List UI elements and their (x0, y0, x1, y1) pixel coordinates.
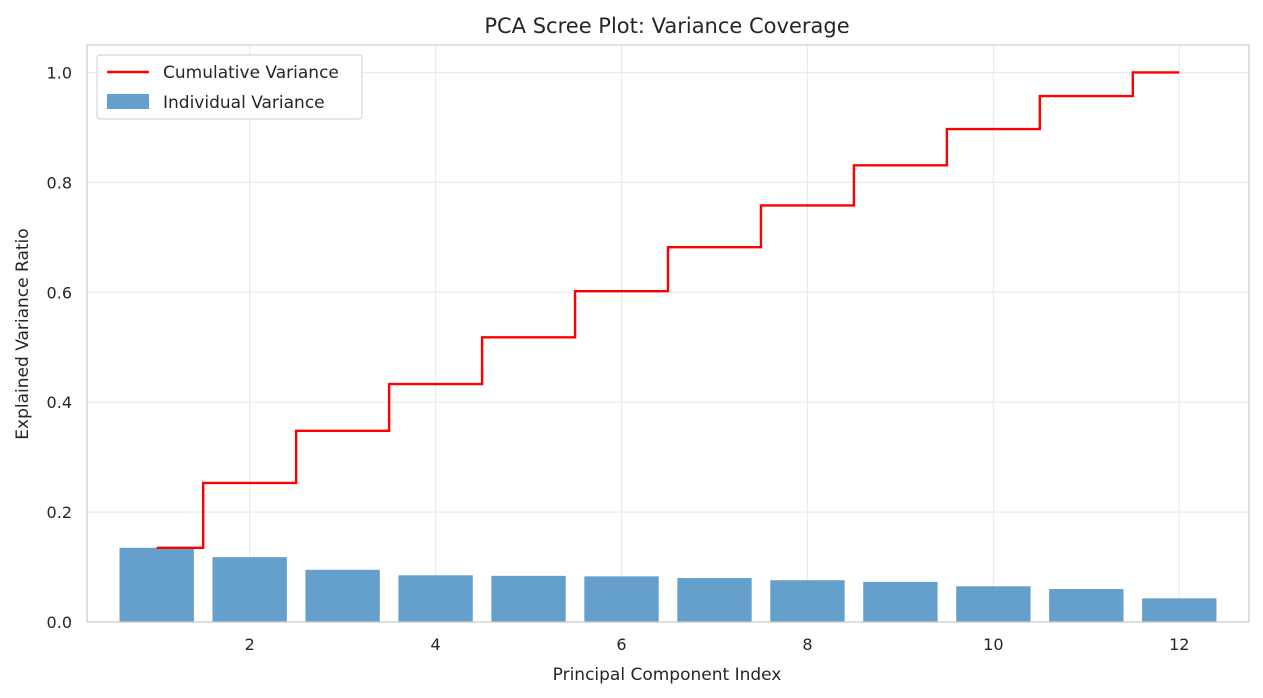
cumulative-variance-line (156, 71, 1180, 550)
individual-variance-bar (770, 580, 845, 622)
y-tick-label: 0.8 (47, 173, 72, 192)
individual-variance-bar (584, 576, 659, 622)
x-tick-label: 2 (245, 635, 255, 654)
y-tick-label: 0.4 (47, 393, 72, 412)
legend-label-cumulative: Cumulative Variance (163, 63, 339, 83)
grid-layer (87, 45, 1249, 623)
line-layer (156, 71, 1180, 550)
individual-variance-bar (1049, 589, 1124, 622)
individual-variance-bar (956, 586, 1031, 622)
individual-variance-bar (305, 569, 380, 622)
y-tick-label: 0.2 (47, 503, 72, 522)
x-tick-label: 6 (616, 635, 626, 654)
individual-variance-bar (212, 557, 287, 622)
individual-variance-bar (119, 547, 194, 622)
individual-variance-bar (863, 581, 938, 622)
y-tick-label: 0.6 (47, 283, 72, 302)
x-tick-label: 4 (431, 635, 441, 654)
legend-label-individual: Individual Variance (163, 93, 325, 113)
y-tick-label: 1.0 (47, 63, 72, 82)
plot-frame (86, 44, 1250, 623)
legend-box (96, 54, 363, 120)
x-tick-label: 10 (983, 635, 1003, 654)
y-tick-label: 0.0 (47, 613, 72, 632)
bar-layer (119, 547, 1217, 622)
individual-variance-bar (1142, 598, 1217, 622)
individual-variance-bar (677, 578, 752, 622)
tick-layer: 2 4 6 8 10 12 0.0 0.2 0.4 0.6 0.8 1.0 (47, 63, 1190, 654)
chart-title: PCA Scree Plot: Variance Coverage (484, 14, 849, 38)
individual-variance-bar (491, 575, 566, 622)
x-axis-label: Principal Component Index (553, 665, 782, 685)
x-tick-label: 8 (802, 635, 812, 654)
individual-variance-bar (398, 575, 473, 622)
legend-swatch-individual (107, 94, 149, 109)
y-axis-label: Explained Variance Ratio (13, 228, 33, 439)
x-tick-label: 12 (1169, 635, 1189, 654)
legend: Cumulative Variance Individual Variance (96, 54, 363, 120)
